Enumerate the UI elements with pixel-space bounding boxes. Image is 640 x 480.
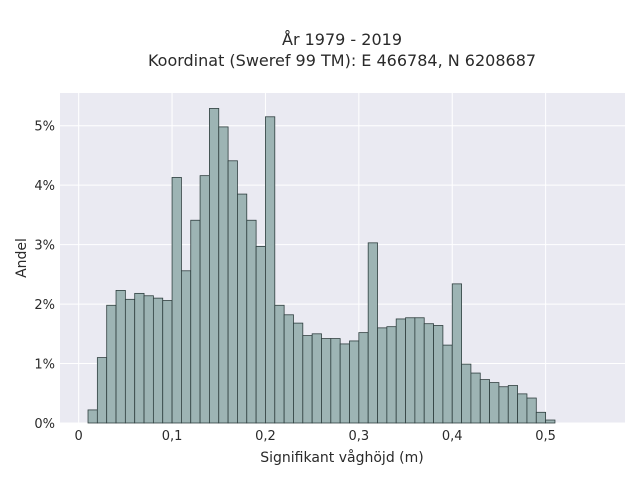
x-tick-label: 0,1 [162, 429, 183, 444]
histogram-bar [246, 219, 257, 424]
histogram-bar [535, 411, 547, 424]
y-axis-label: Andel [14, 238, 30, 278]
histogram-bar [143, 295, 154, 424]
histogram-bar [171, 177, 182, 424]
chart-title-line-1: År 1979 - 2019 [282, 30, 402, 49]
histogram-bar [152, 297, 164, 424]
y-tick-label: 4% [34, 179, 55, 194]
histogram-bar [87, 409, 98, 424]
x-tick-labels: 0 0,1 0,2 0,3 0,4 0,5 [75, 429, 556, 444]
y-tick-label: 1% [34, 358, 55, 373]
x-tick-label: 0 [75, 429, 83, 444]
histogram-bar [199, 175, 210, 424]
histogram-bar [414, 317, 425, 424]
histogram-bar [302, 335, 313, 424]
histogram-bar [330, 338, 341, 424]
histogram-bar [433, 325, 444, 424]
y-tick-label: 3% [34, 239, 55, 254]
histogram-bar [311, 333, 322, 424]
y-tick-labels: 0% 1% 2% 3% 4% 5% [34, 120, 55, 432]
histogram-bar [507, 385, 519, 424]
histogram-bar [451, 283, 462, 424]
y-tick-label: 0% [34, 417, 55, 432]
histogram-bar [255, 246, 266, 424]
histogram-bar [209, 108, 220, 424]
histogram-bar [124, 298, 136, 424]
histogram-bar [489, 382, 500, 424]
x-tick-label: 0,5 [535, 429, 556, 444]
histogram-bar [115, 290, 126, 424]
histogram-bar [190, 219, 201, 424]
histogram-bar [181, 270, 192, 424]
x-tick-label: 0,2 [255, 429, 276, 444]
histogram-bar [545, 419, 556, 424]
x-tick-label: 0,4 [442, 429, 463, 444]
x-axis-label: Signifikant våghöjd (m) [260, 449, 423, 466]
histogram-bar [349, 340, 360, 424]
y-tick-label: 5% [34, 120, 55, 135]
histogram-bar [321, 338, 332, 424]
x-tick-label: 0,3 [348, 429, 369, 444]
histogram-bar [395, 318, 406, 424]
histogram-bar [265, 116, 276, 424]
histogram-bar [358, 332, 369, 424]
histogram-bar [479, 379, 490, 424]
histogram-bar [162, 300, 173, 424]
histogram-bar [377, 327, 388, 424]
histogram-bar [218, 126, 229, 424]
histogram-bar [405, 317, 416, 424]
histogram-bar [498, 386, 509, 424]
histogram-bar [526, 397, 537, 424]
histogram-bar [237, 193, 248, 424]
histogram-bar [423, 323, 434, 424]
histogram-bar [442, 344, 453, 424]
histogram-bar [96, 357, 108, 424]
histogram-bar [470, 372, 481, 424]
y-tick-label: 2% [34, 298, 55, 313]
histogram-bar [293, 322, 304, 424]
histogram-bar [274, 304, 285, 424]
histogram-bar [517, 393, 528, 424]
bars-group [87, 108, 556, 424]
histogram-bar [386, 326, 397, 424]
histogram-bar [106, 304, 117, 424]
chart-title-line-2: Koordinat (Sweref 99 TM): E 466784, N 62… [148, 51, 536, 70]
histogram-bar [339, 343, 350, 424]
histogram-bar [283, 314, 294, 424]
histogram-bar [367, 242, 378, 424]
histogram-bar [461, 363, 472, 424]
histogram-bar [134, 292, 145, 424]
histogram-bar [227, 160, 238, 424]
